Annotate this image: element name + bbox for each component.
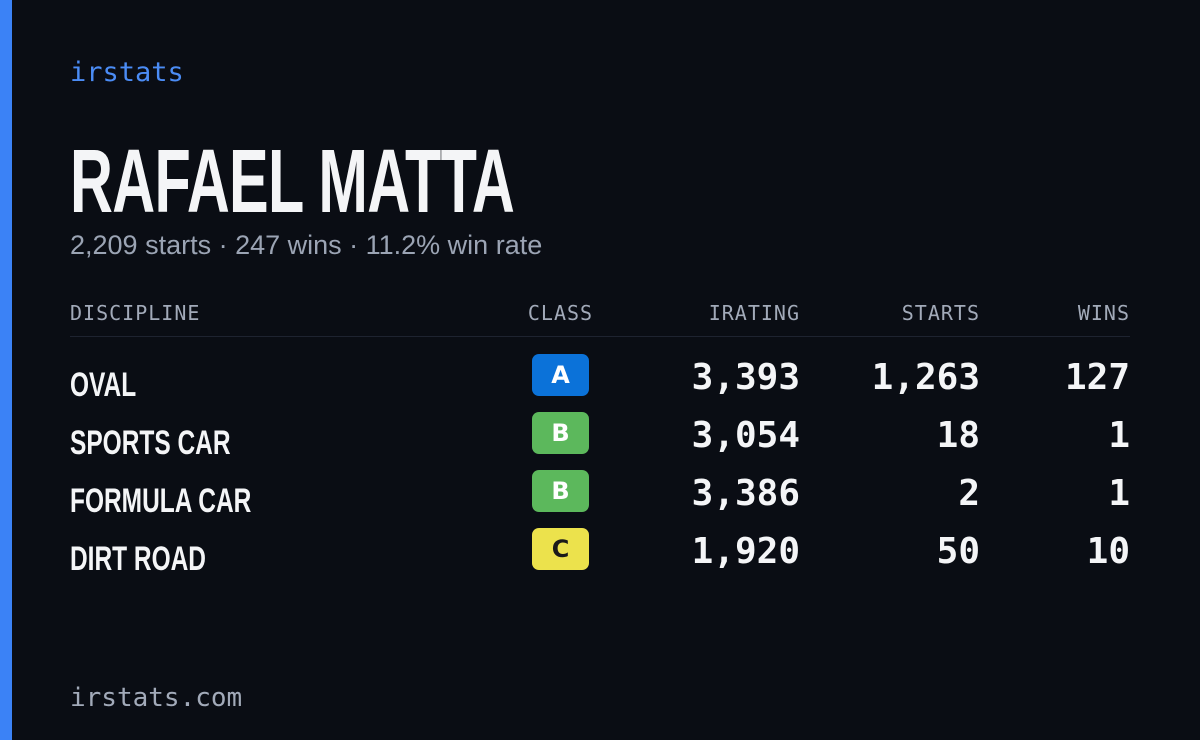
stat-value: 3,386 [691, 473, 800, 514]
stat-value: 3,054 [691, 415, 800, 456]
summary: 2,209 starts · 247 wins · 11.2% win rate [70, 230, 543, 260]
stat-value: 18 [936, 415, 980, 456]
class-badge: C [532, 528, 589, 570]
column-header: IRATING [708, 301, 800, 325]
class-badge: A [532, 354, 589, 396]
driver-name: RAFAEL MATTA [70, 132, 515, 232]
discipline: DIRT ROAD [70, 540, 207, 578]
stat-value: 127 [1064, 357, 1130, 398]
stat-value: 1 [1108, 415, 1130, 456]
stat-value: 1,263 [871, 357, 980, 398]
column-header: DISCIPLINE [70, 301, 201, 325]
header-rule [70, 336, 1130, 337]
column-header: CLASS [527, 301, 594, 325]
brand: irstats [70, 57, 184, 88]
class-badge: B [532, 412, 589, 454]
class-badge: B [532, 470, 589, 512]
footer-url: irstats.com [70, 683, 243, 713]
stat-value: 3,393 [691, 357, 800, 398]
discipline: OVAL [70, 366, 137, 404]
discipline: FORMULA CAR [70, 482, 252, 520]
stat-value: 1 [1108, 473, 1130, 514]
stat-value: 50 [936, 531, 980, 572]
stat-value: 1,920 [691, 531, 800, 572]
discipline: SPORTS CAR [70, 424, 231, 462]
column-header: WINS [1077, 301, 1130, 325]
stat-value: 2 [958, 473, 980, 514]
column-header: STARTS [901, 301, 980, 325]
accent-bar [0, 0, 12, 740]
stat-value: 10 [1086, 531, 1130, 572]
